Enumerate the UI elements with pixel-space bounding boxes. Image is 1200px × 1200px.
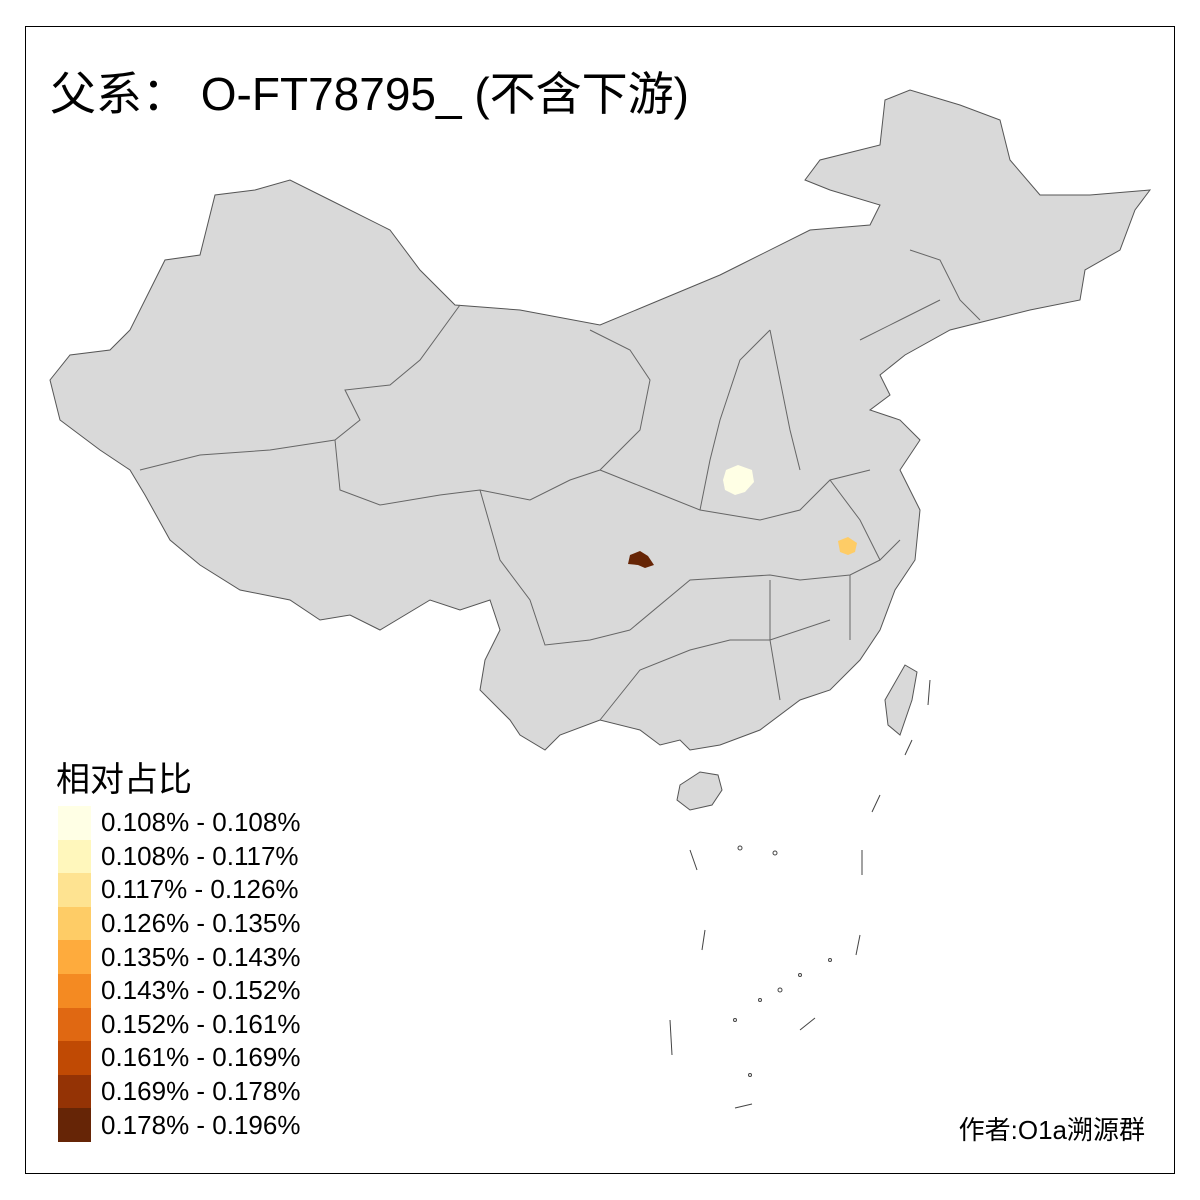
region-dark-brown bbox=[628, 551, 654, 568]
legend-label: 0.135% - 0.143% bbox=[101, 941, 301, 972]
legend-swatch bbox=[58, 940, 91, 974]
legend-swatch bbox=[58, 1108, 91, 1142]
map-title: 父系： O-FT78795_ (不含下游) bbox=[50, 68, 689, 120]
legend-item: 0.117% - 0.126% bbox=[58, 873, 300, 907]
legend-item: 0.143% - 0.152% bbox=[58, 973, 301, 1008]
south-china-sea-islands bbox=[669, 679, 931, 1109]
legend-swatch bbox=[58, 906, 91, 941]
legend-label: 0.108% - 0.108% bbox=[101, 807, 301, 838]
legend-item: 0.108% - 0.108% bbox=[58, 806, 300, 840]
legend-item: 0.135% - 0.143% bbox=[58, 940, 300, 974]
legend-item: 0.178% - 0.196% bbox=[58, 1108, 300, 1142]
legend-swatch bbox=[58, 973, 91, 1008]
legend-swatch bbox=[58, 1074, 91, 1109]
region-cream bbox=[723, 465, 754, 495]
plot-frame bbox=[25, 26, 1175, 1174]
legend-label: 0.161% - 0.169% bbox=[101, 1042, 301, 1073]
legend-label: 0.108% - 0.117% bbox=[101, 840, 299, 871]
legend-label: 0.126% - 0.135% bbox=[101, 908, 301, 939]
author-credit: 作者:O1a溯源群 bbox=[958, 1115, 1145, 1145]
taiwan-island bbox=[884, 664, 918, 736]
region-light-orange bbox=[838, 537, 857, 555]
mainland-china bbox=[49, 89, 1152, 751]
legend-item: 0.126% - 0.135% bbox=[58, 906, 301, 941]
legend-label: 0.169% - 0.178% bbox=[101, 1076, 301, 1107]
legend-label: 0.117% - 0.126% bbox=[101, 874, 299, 905]
hainan-island bbox=[676, 771, 723, 811]
legend-swatch bbox=[58, 873, 91, 907]
legend-item: 0.152% - 0.161% bbox=[58, 1007, 301, 1042]
legend-item: 0.108% - 0.117% bbox=[58, 839, 300, 874]
legend: 0.108% - 0.108% 0.108% - 0.117% 0.117% - 0… bbox=[58, 806, 300, 1142]
legend-label: 0.178% - 0.196% bbox=[101, 1109, 301, 1140]
legend-item: 0.169% - 0.178% bbox=[58, 1074, 301, 1109]
legend-swatch bbox=[58, 1007, 91, 1042]
legend-swatch bbox=[58, 806, 91, 840]
legend-swatch bbox=[58, 839, 91, 874]
province-borders bbox=[139, 249, 981, 721]
legend-label: 0.143% - 0.152% bbox=[101, 975, 301, 1006]
legend-swatch bbox=[58, 1041, 91, 1075]
legend-item: 0.161% - 0.169% bbox=[58, 1041, 300, 1075]
legend-title: 相对占比 bbox=[56, 761, 192, 799]
legend-label: 0.152% - 0.161% bbox=[101, 1008, 301, 1039]
